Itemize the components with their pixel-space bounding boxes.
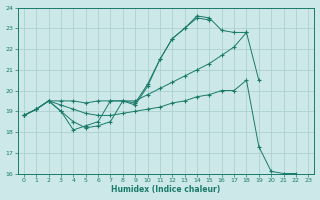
X-axis label: Humidex (Indice chaleur): Humidex (Indice chaleur) [111, 185, 221, 194]
